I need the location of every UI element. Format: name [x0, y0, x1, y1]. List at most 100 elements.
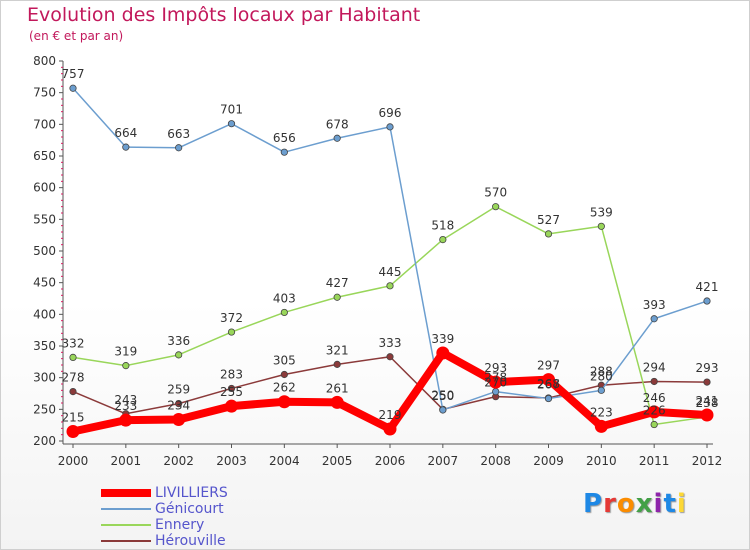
- data-point-ennery[interactable]: [544, 230, 553, 238]
- data-point-herouville[interactable]: [703, 378, 711, 386]
- data-label-herouville: 305: [273, 354, 296, 368]
- y-tick-label: 600: [33, 181, 56, 195]
- data-point-genicourt[interactable]: [333, 134, 341, 142]
- y-tick-label: 400: [33, 307, 56, 321]
- data-point-livilliers[interactable]: [383, 422, 397, 436]
- data-point-livilliers[interactable]: [172, 412, 186, 426]
- data-label-herouville: 268: [537, 377, 560, 391]
- data-label-livilliers: 233: [114, 399, 137, 413]
- data-label-genicourt: 757: [62, 67, 85, 81]
- data-label-livilliers: 246: [643, 391, 666, 405]
- x-tick-label: 2001: [111, 454, 142, 468]
- data-label-livilliers: 219: [379, 408, 402, 422]
- data-point-genicourt[interactable]: [439, 406, 447, 414]
- data-point-genicourt[interactable]: [280, 148, 288, 156]
- data-label-livilliers: 339: [431, 332, 454, 346]
- data-label-genicourt: 278: [484, 371, 507, 385]
- data-label-ennery: 332: [62, 336, 85, 350]
- data-point-livilliers[interactable]: [119, 413, 133, 427]
- data-label-livilliers: 297: [537, 359, 560, 373]
- data-label-herouville: 278: [62, 371, 85, 385]
- data-point-genicourt[interactable]: [227, 120, 236, 128]
- data-point-ennery[interactable]: [386, 282, 394, 290]
- data-label-genicourt: 664: [114, 126, 137, 140]
- data-point-ennery[interactable]: [280, 308, 288, 317]
- legend-label-ennery: Ennery: [155, 517, 205, 533]
- data-point-ennery[interactable]: [650, 420, 658, 429]
- data-label-genicourt: 696: [379, 106, 402, 120]
- data-point-ennery[interactable]: [69, 353, 77, 361]
- data-label-livilliers: 223: [590, 405, 613, 419]
- y-tick-label: 800: [33, 54, 56, 68]
- data-point-herouville[interactable]: [650, 377, 658, 386]
- data-point-ennery[interactable]: [597, 222, 605, 230]
- data-label-herouville: 259: [167, 383, 190, 397]
- data-label-genicourt: 421: [696, 280, 719, 294]
- data-label-ennery: 518: [431, 219, 454, 233]
- logo-letter: t: [663, 489, 677, 519]
- axes: 200 250 300 350 400 450 500 550 600 650 700 750 800 2…: [33, 54, 722, 468]
- x-tick-label: 2003: [216, 454, 247, 468]
- x-tick-label: 2012: [692, 454, 723, 468]
- legend-label-herouville: Hérouville: [155, 533, 226, 549]
- data-label-ennery: 226: [643, 404, 666, 418]
- data-label-ennery: 427: [326, 276, 349, 290]
- data-label-genicourt: 678: [326, 117, 349, 131]
- data-point-genicourt[interactable]: [69, 84, 77, 92]
- data-point-herouville[interactable]: [69, 387, 77, 396]
- data-point-genicourt[interactable]: [597, 386, 605, 394]
- data-point-herouville[interactable]: [386, 353, 394, 361]
- data-label-livilliers: 261: [326, 381, 349, 395]
- data-point-livilliers[interactable]: [225, 399, 238, 413]
- data-point-livilliers[interactable]: [647, 405, 661, 419]
- x-tick-label: 2000: [58, 454, 89, 468]
- data-point-herouville[interactable]: [280, 370, 288, 379]
- data-point-genicourt[interactable]: [122, 143, 130, 151]
- data-point-livilliers[interactable]: [436, 346, 450, 360]
- x-tick-label: 2009: [533, 454, 564, 468]
- data-point-genicourt[interactable]: [386, 123, 394, 131]
- data-label-ennery: 372: [220, 311, 243, 325]
- data-point-herouville[interactable]: [175, 400, 183, 408]
- logo-letter: r: [603, 489, 617, 519]
- logo-letter: i: [676, 489, 687, 519]
- data-point-livilliers[interactable]: [66, 425, 80, 438]
- data-point-ennery[interactable]: [227, 328, 236, 336]
- y-tick-label: 200: [33, 434, 56, 448]
- data-point-genicourt[interactable]: [175, 144, 183, 152]
- data-point-ennery[interactable]: [333, 293, 341, 301]
- data-point-ennery[interactable]: [122, 362, 130, 370]
- data-label-herouville: 250: [431, 388, 454, 402]
- data-point-genicourt[interactable]: [544, 394, 553, 403]
- data-point-livilliers[interactable]: [330, 395, 344, 409]
- legend-label-genicourt: Génicourt: [155, 501, 224, 517]
- data-point-livilliers[interactable]: [700, 408, 714, 422]
- data-label-herouville: 243: [114, 393, 137, 407]
- x-tick-label: 2006: [375, 454, 406, 468]
- y-tick-label: 450: [33, 276, 56, 290]
- data-label-livilliers: 293: [484, 361, 507, 375]
- data-label-ennery: 445: [379, 265, 402, 279]
- logo-letter: o: [616, 489, 636, 519]
- data-point-livilliers[interactable]: [542, 373, 555, 387]
- data-point-ennery[interactable]: [492, 203, 500, 211]
- proxiti-logo: Proxiti: [583, 489, 687, 519]
- data-point-ennery[interactable]: [439, 236, 447, 244]
- data-point-livilliers[interactable]: [277, 395, 291, 409]
- data-label-livilliers: 215: [62, 411, 85, 425]
- data-label-livilliers: 234: [167, 398, 190, 412]
- data-point-genicourt[interactable]: [650, 315, 658, 323]
- data-point-herouville[interactable]: [333, 360, 341, 368]
- legend-swatch-livilliers: [101, 489, 151, 497]
- y-tick-label: 700: [33, 117, 56, 131]
- data-label-livilliers: 262: [273, 381, 296, 395]
- data-label-genicourt: 280: [590, 369, 613, 383]
- data-point-herouville[interactable]: [227, 384, 236, 393]
- data-label-genicourt: 393: [643, 298, 666, 312]
- y-tick-label: 300: [33, 371, 56, 385]
- data-point-genicourt[interactable]: [703, 297, 711, 305]
- data-point-ennery[interactable]: [175, 351, 183, 359]
- data-point-livilliers[interactable]: [489, 375, 503, 389]
- data-point-livilliers[interactable]: [594, 419, 608, 433]
